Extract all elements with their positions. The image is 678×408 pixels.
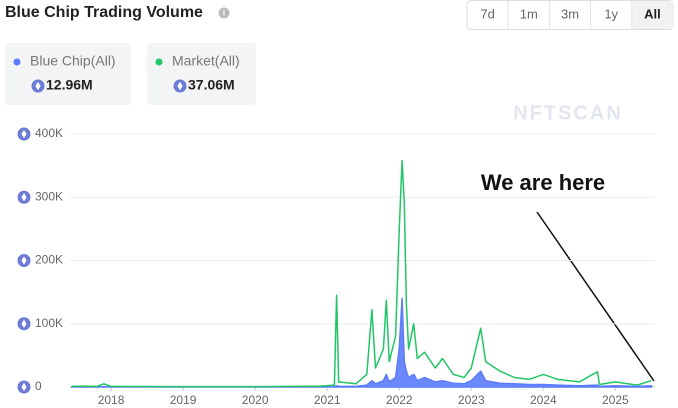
info-icon[interactable] xyxy=(218,7,230,19)
filter-button[interactable]: 1y xyxy=(604,6,618,21)
x-tick-label: 2025 xyxy=(602,393,629,407)
x-tick-label: 2019 xyxy=(170,393,197,407)
stat-card xyxy=(147,43,256,105)
y-tick-label: 400K xyxy=(35,126,63,140)
stat-value: 12.96M xyxy=(46,77,93,93)
filter-button[interactable]: 7d xyxy=(480,6,494,21)
annotation-arrow xyxy=(536,211,655,382)
filter-button[interactable]: All xyxy=(644,6,661,21)
y-tick-label: 0 xyxy=(35,379,42,393)
eth-glyph xyxy=(21,256,27,265)
filter-active-bg xyxy=(631,1,673,29)
x-tick-label: 2018 xyxy=(98,393,125,407)
eth-glyph xyxy=(35,81,41,91)
y-tick-label: 200K xyxy=(35,253,63,267)
x-tick-label: 2020 xyxy=(242,393,269,407)
legend-label: Market(All) xyxy=(172,53,240,69)
x-tick-label: 2024 xyxy=(530,393,557,407)
x-tick-label: 2023 xyxy=(458,393,485,407)
legend-dot xyxy=(13,58,21,66)
eth-glyph xyxy=(177,81,183,91)
eth-glyph xyxy=(21,193,27,202)
filter-button[interactable]: 3m xyxy=(561,6,579,21)
eth-glyph xyxy=(21,129,27,139)
title: Blue Chip Trading Volume xyxy=(5,4,203,21)
line xyxy=(71,159,652,388)
annotation: We are here xyxy=(481,170,605,195)
legend-dot xyxy=(155,58,163,66)
eth-glyph xyxy=(21,319,27,328)
area xyxy=(70,297,653,388)
legend-label: Blue Chip(All) xyxy=(30,53,116,69)
eth-glyph xyxy=(21,382,27,392)
x-tick-label: 2021 xyxy=(314,393,341,407)
info-glyph: i xyxy=(223,9,225,18)
watermark: NFTSCAN xyxy=(513,102,623,124)
x-tick-label: 2022 xyxy=(386,393,413,407)
y-tick-label: 100K xyxy=(35,316,63,330)
y-tick-label: 300K xyxy=(35,189,63,203)
stat-value: 37.06M xyxy=(188,77,235,93)
filter-button[interactable]: 1m xyxy=(520,6,538,21)
